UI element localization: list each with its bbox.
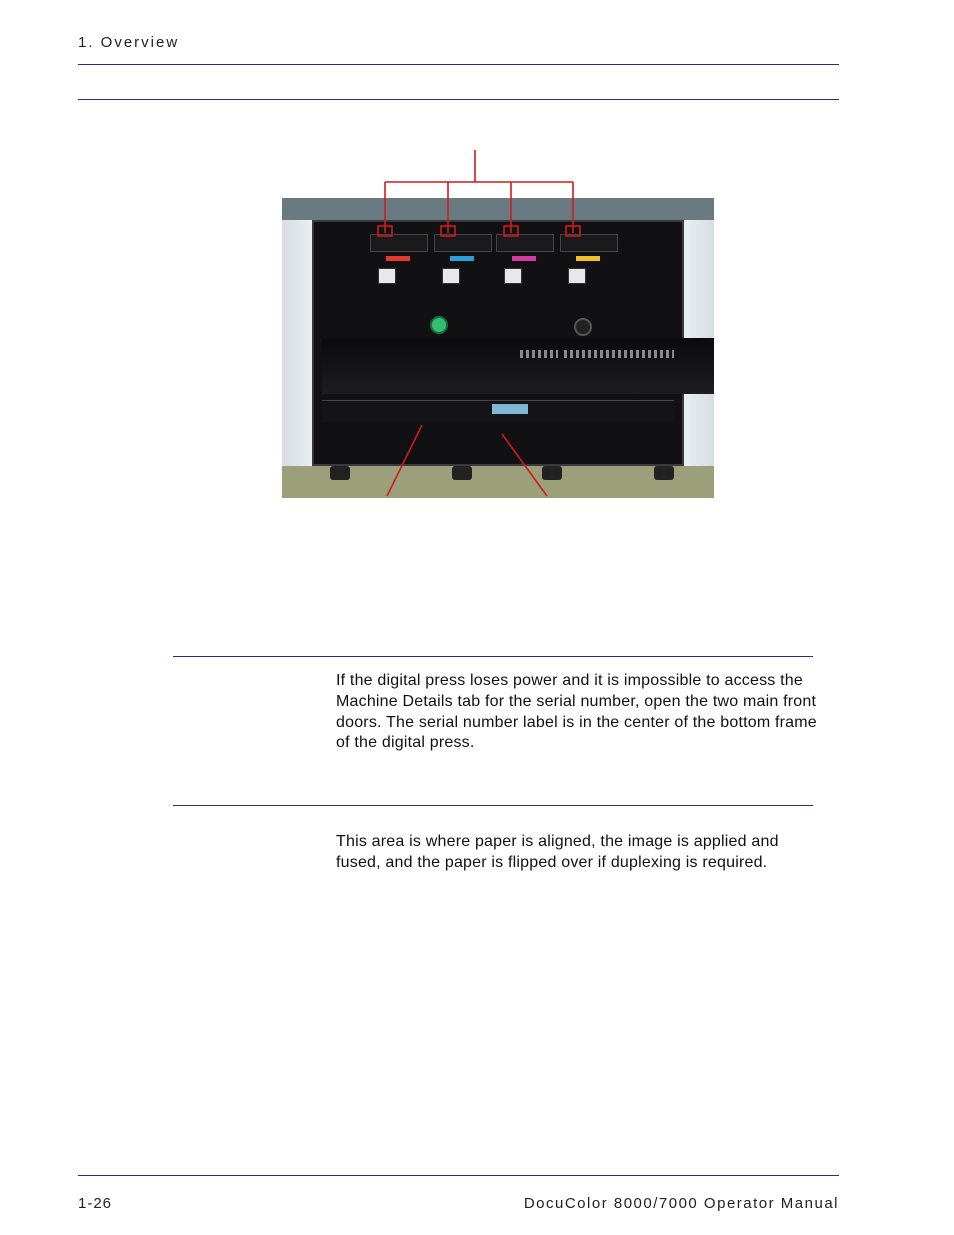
callout-lines [282, 150, 714, 545]
manual-page: 1. Overview [0, 0, 954, 1235]
page-number: 1-26 [78, 1195, 112, 1212]
section-rule-1 [173, 656, 813, 657]
header-subrule [78, 99, 839, 100]
chapter-heading: 1. Overview [78, 34, 179, 51]
section-rule-2 [173, 805, 813, 806]
serial-number-instructions: If the digital press loses power and it … [336, 671, 817, 754]
paper-path-description: This area is where paper is aligned, the… [336, 832, 817, 874]
page-header-rule: 1. Overview [78, 34, 839, 65]
footer-rule [78, 1175, 839, 1176]
manual-title: DocuColor 8000/7000 Operator Manual [524, 1195, 839, 1212]
machine-figure [282, 150, 714, 545]
